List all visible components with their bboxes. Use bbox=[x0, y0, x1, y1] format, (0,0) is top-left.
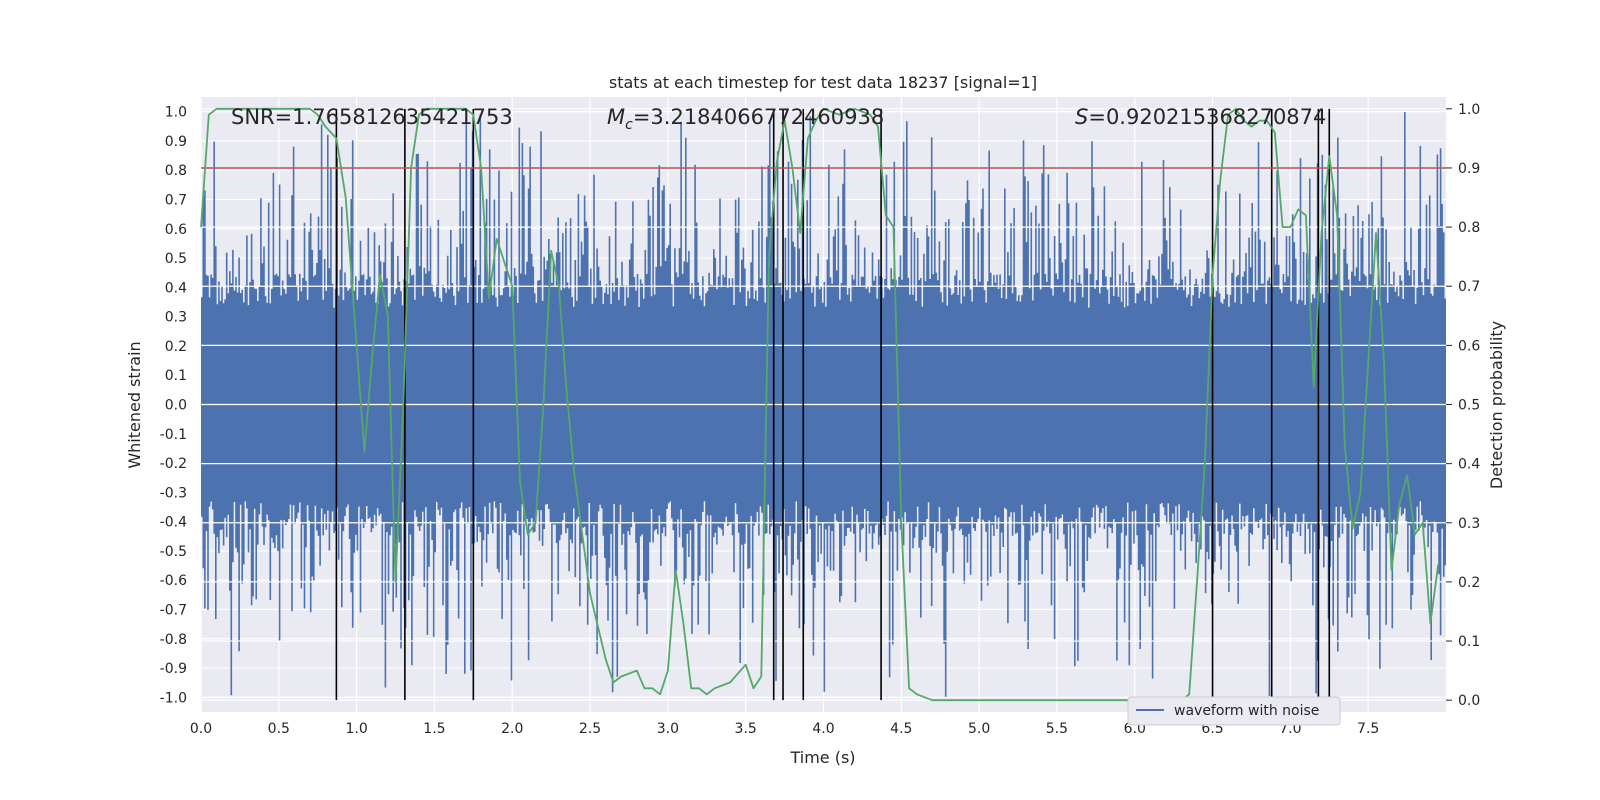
y-left-tick-label: 0.0 bbox=[165, 398, 187, 414]
chart-title: stats at each timestep for test data 182… bbox=[609, 73, 1037, 92]
y-right-tick-label: 0.6 bbox=[1458, 338, 1480, 354]
y-left-tick-label: -0.1 bbox=[160, 427, 187, 443]
annotation-mc-symbol: M bbox=[607, 105, 625, 129]
x-tick-label: 0.0 bbox=[190, 721, 212, 737]
y-left-tick-label: 0.1 bbox=[165, 368, 187, 384]
y-left-tick-label: 0.9 bbox=[165, 134, 187, 150]
y-right-tick-label: 1.0 bbox=[1458, 102, 1480, 118]
y-left-tick-label: -0.6 bbox=[160, 573, 187, 589]
x-axis-label: Time (s) bbox=[789, 748, 855, 767]
x-tick-label: 2.5 bbox=[579, 721, 601, 737]
y-left-tick-label: -0.9 bbox=[160, 661, 187, 677]
y-right-tick-label: 0.9 bbox=[1458, 161, 1480, 177]
x-tick-label: 1.5 bbox=[423, 721, 445, 737]
legend-box bbox=[1127, 696, 1341, 726]
y-left-tick-label: -0.4 bbox=[160, 515, 187, 531]
annotation-mc-subscript: c bbox=[625, 117, 633, 133]
annotation-mc: Mc=3.2184066772460938 bbox=[607, 105, 884, 133]
legend: waveform with noise bbox=[1127, 696, 1341, 726]
y-right-tick-label: 0.0 bbox=[1458, 693, 1480, 709]
y-right-tick-label: 0.2 bbox=[1458, 575, 1480, 591]
y-left-tick-label: 0.7 bbox=[165, 193, 187, 209]
annotation-s: S=0.920215368270874 bbox=[1075, 105, 1326, 129]
x-tick-label: 2.0 bbox=[501, 721, 523, 737]
annotation-s-value: =0.920215368270874 bbox=[1088, 105, 1326, 129]
x-tick-label: 3.0 bbox=[657, 721, 679, 737]
y-left-tick-label: -0.8 bbox=[160, 632, 187, 648]
annotation-s-symbol: S bbox=[1075, 105, 1088, 129]
annotation-snr: SNR=1.765812635421753 bbox=[231, 105, 513, 129]
probability-series bbox=[200, 107, 1440, 702]
x-tick-label: 0.5 bbox=[268, 721, 290, 737]
x-tick-label: 1.0 bbox=[345, 721, 367, 737]
y-left-tick-label: -0.7 bbox=[160, 603, 187, 619]
y-left-tick-label: 0.8 bbox=[165, 163, 187, 179]
y-left-tick-label: -1.0 bbox=[160, 690, 187, 706]
y-left-tick-label: -0.5 bbox=[160, 544, 187, 560]
y-right-tick-label: 0.5 bbox=[1458, 398, 1480, 414]
y-right-axis-label: Detection probability bbox=[1487, 321, 1506, 489]
y-right-tick-label: 0.7 bbox=[1458, 279, 1480, 295]
y-left-tick-label: 1.0 bbox=[165, 105, 187, 121]
y-right-axis-ticks: 1.0 0.9 0.8 0.7 0.6 0.5 0.4 0.3 0.2 0.1 0.0 bbox=[1446, 102, 1480, 709]
y-left-tick-label: 0.2 bbox=[165, 339, 187, 355]
y-left-tick-label: 0.5 bbox=[165, 251, 187, 267]
y-left-axis-label: Whitened strain bbox=[125, 341, 144, 468]
x-tick-label: 4.5 bbox=[890, 721, 912, 737]
x-tick-label: 3.5 bbox=[735, 721, 757, 737]
annotation-mc-value: =3.2184066772460938 bbox=[633, 105, 884, 129]
y-right-tick-label: 0.1 bbox=[1458, 634, 1480, 650]
y-left-axis-ticks: 1.0 0.9 0.8 0.7 0.6 0.5 0.4 0.3 0.2 0.1 0.0 -0.1 -0.… bbox=[160, 105, 187, 707]
probability-line bbox=[200, 107, 1440, 702]
y-left-tick-label: -0.2 bbox=[160, 456, 187, 472]
y-right-tick-label: 0.4 bbox=[1458, 457, 1480, 473]
y-left-tick-label: 0.3 bbox=[165, 310, 187, 326]
x-tick-label: 5.5 bbox=[1046, 721, 1068, 737]
x-tick-label: 5.0 bbox=[968, 721, 990, 737]
legend-label: waveform with noise bbox=[1174, 703, 1319, 719]
y-left-tick-label: 0.6 bbox=[165, 222, 187, 238]
x-axis-ticks: 0.0 0.5 1.0 1.5 2.0 2.5 3.0 3.5 4.0 4.5 5.0 5.5 6.0 6… bbox=[190, 721, 1379, 737]
x-tick-label: 7.5 bbox=[1357, 721, 1379, 737]
y-left-tick-label: 0.4 bbox=[165, 280, 187, 296]
x-tick-label: 4.0 bbox=[812, 721, 834, 737]
y-right-tick-label: 0.3 bbox=[1458, 516, 1480, 532]
y-right-tick-label: 0.8 bbox=[1458, 220, 1480, 236]
y-left-tick-label: -0.3 bbox=[160, 485, 187, 501]
